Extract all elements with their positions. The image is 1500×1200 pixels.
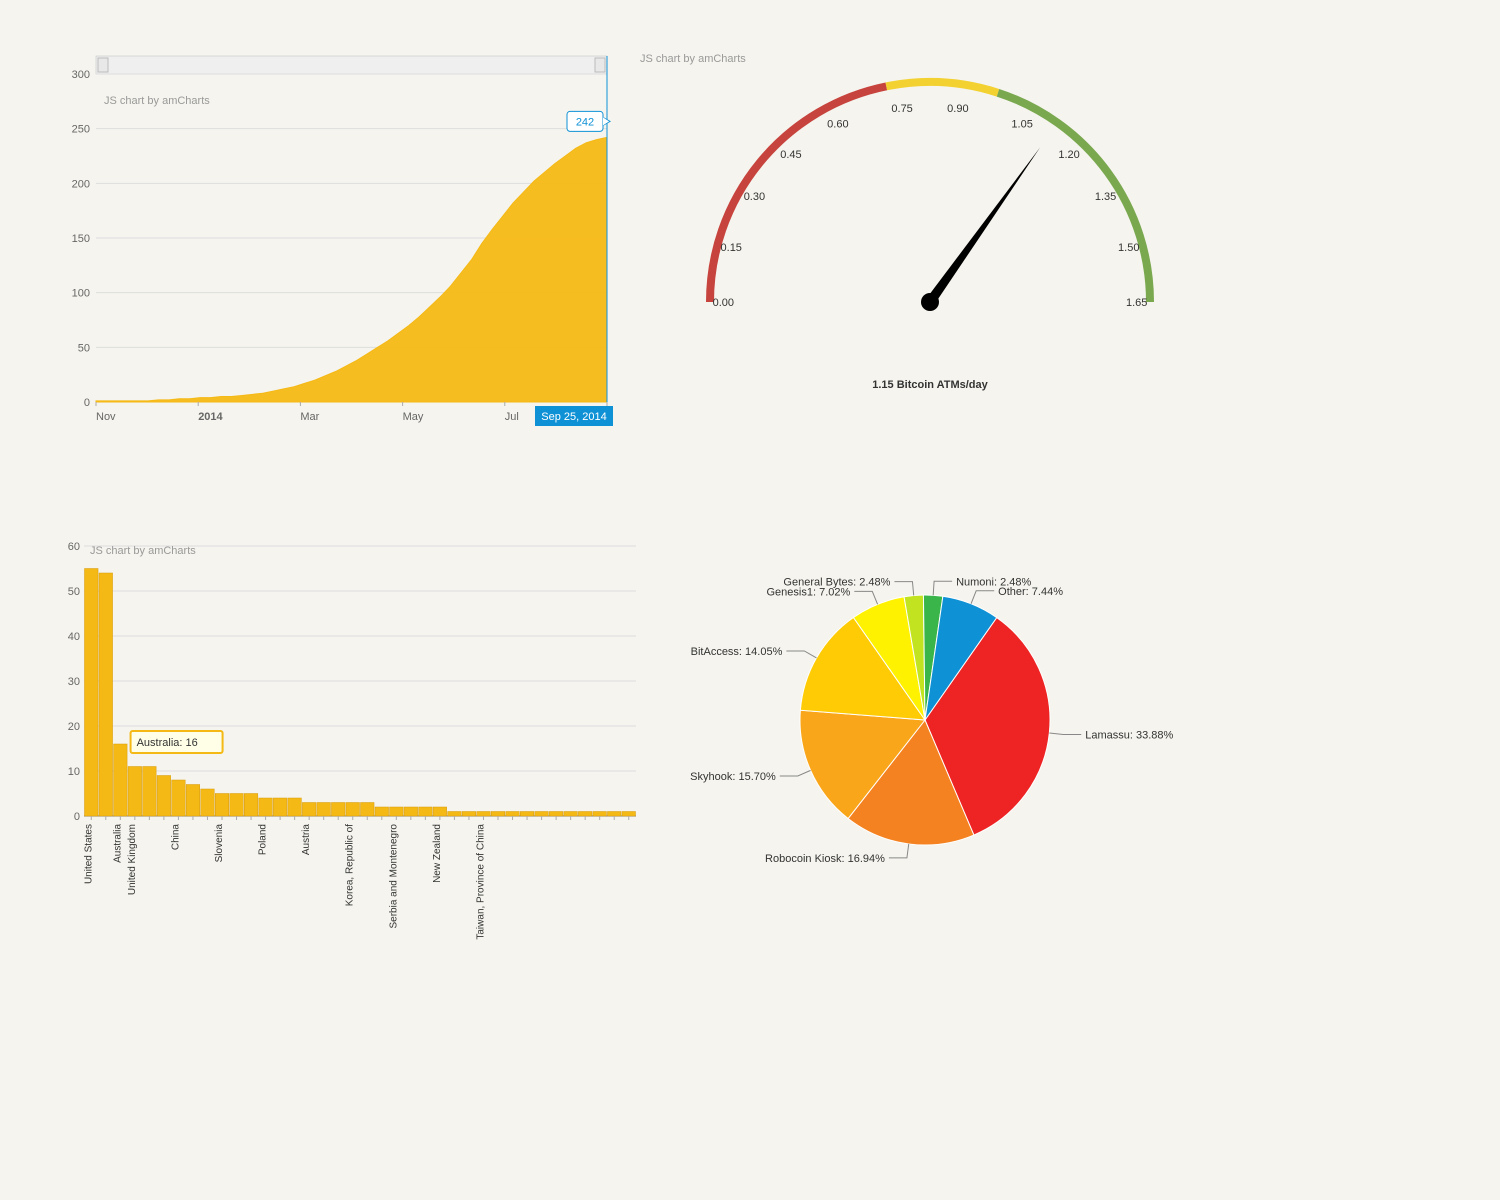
svg-text:1.20: 1.20 (1058, 149, 1079, 161)
svg-text:1.65: 1.65 (1126, 297, 1147, 309)
svg-text:JS chart by amCharts: JS chart by amCharts (640, 53, 746, 65)
svg-text:20: 20 (68, 721, 80, 733)
svg-text:50: 50 (78, 342, 90, 354)
svg-text:BitAccess: 14.05%: BitAccess: 14.05% (691, 646, 783, 658)
pie-chart-panel: Lamassu: 33.88% Robocoin Kiosk: 16.94% Sky… (680, 530, 1240, 930)
svg-text:Skyhook: 15.70%: Skyhook: 15.70% (690, 771, 776, 783)
svg-text:Nov: Nov (96, 411, 116, 423)
svg-text:Jul: Jul (505, 411, 519, 423)
bar-chart-panel: 0 10 20 30 40 50 60 United States Australia Unite… (60, 530, 640, 1000)
svg-text:60: 60 (68, 541, 80, 553)
svg-text:Slovenia: Slovenia (214, 824, 225, 863)
svg-text:Korea, Republic of: Korea, Republic of (345, 824, 356, 906)
svg-text:Taiwan, Province of China: Taiwan, Province of China (475, 824, 486, 940)
svg-text:0.90: 0.90 (947, 103, 968, 115)
svg-text:150: 150 (72, 233, 90, 245)
svg-text:0: 0 (84, 397, 90, 409)
svg-text:40: 40 (68, 631, 80, 643)
svg-text:242: 242 (576, 116, 594, 128)
svg-text:JS chart by amCharts: JS chart by amCharts (90, 545, 196, 557)
svg-text:New Zealand: New Zealand (432, 824, 443, 883)
svg-text:0.60: 0.60 (827, 119, 848, 131)
svg-text:Serbia and Montenegro: Serbia and Montenegro (388, 824, 399, 929)
svg-text:300: 300 (72, 69, 90, 81)
svg-text:1.15 Bitcoin ATMs/day: 1.15 Bitcoin ATMs/day (872, 379, 988, 391)
svg-text:Austria: Austria (301, 824, 312, 856)
svg-text:Australia: 16: Australia: 16 (137, 737, 198, 749)
svg-text:Sep 25, 2014: Sep 25, 2014 (541, 411, 606, 423)
svg-text:Lamassu: 33.88%: Lamassu: 33.88% (1085, 730, 1173, 742)
svg-text:JS chart by amCharts: JS chart by amCharts (104, 95, 210, 107)
svg-text:200: 200 (72, 178, 90, 190)
svg-text:1.50: 1.50 (1118, 242, 1139, 254)
svg-text:250: 250 (72, 124, 90, 136)
svg-text:1.35: 1.35 (1095, 191, 1116, 203)
area-chart-panel: 0 50 100 150 200 250 300 Nov 2014 Mar May Jul Sep 25… (60, 40, 620, 440)
svg-text:30: 30 (68, 676, 80, 688)
dashboard-container: 050100150200250300Nov2014MarMayJulSep 25… (0, 0, 1500, 1200)
svg-text:50: 50 (68, 586, 80, 598)
svg-text:1.05: 1.05 (1011, 119, 1032, 131)
svg-text:0: 0 (74, 811, 80, 823)
svg-text:Poland: Poland (258, 824, 269, 855)
svg-text:United Kingdom: United Kingdom (127, 824, 138, 895)
svg-text:Other: 7.44%: Other: 7.44% (998, 586, 1063, 598)
svg-text:0.15: 0.15 (721, 242, 742, 254)
svg-text:Australia: Australia (112, 824, 123, 863)
svg-text:May: May (403, 411, 424, 423)
svg-text:Robocoin Kiosk: 16.94%: Robocoin Kiosk: 16.94% (765, 853, 885, 865)
svg-text:General Bytes: 2.48%: General Bytes: 2.48% (783, 577, 890, 589)
svg-text:Mar: Mar (300, 411, 319, 423)
gauge-chart-panel: 0.00 0.15 0.30 0.45 0.60 0.75 0.90 1.05 1.20 1.35… (640, 40, 1200, 440)
svg-text:0.75: 0.75 (891, 103, 912, 115)
svg-text:United States: United States (83, 824, 94, 884)
svg-text:0.00: 0.00 (713, 297, 734, 309)
svg-text:100: 100 (72, 288, 90, 300)
svg-text:China: China (170, 824, 181, 851)
svg-text:10: 10 (68, 766, 80, 778)
svg-text:0.30: 0.30 (744, 191, 765, 203)
svg-text:2014: 2014 (198, 411, 223, 423)
svg-text:0.45: 0.45 (780, 149, 801, 161)
